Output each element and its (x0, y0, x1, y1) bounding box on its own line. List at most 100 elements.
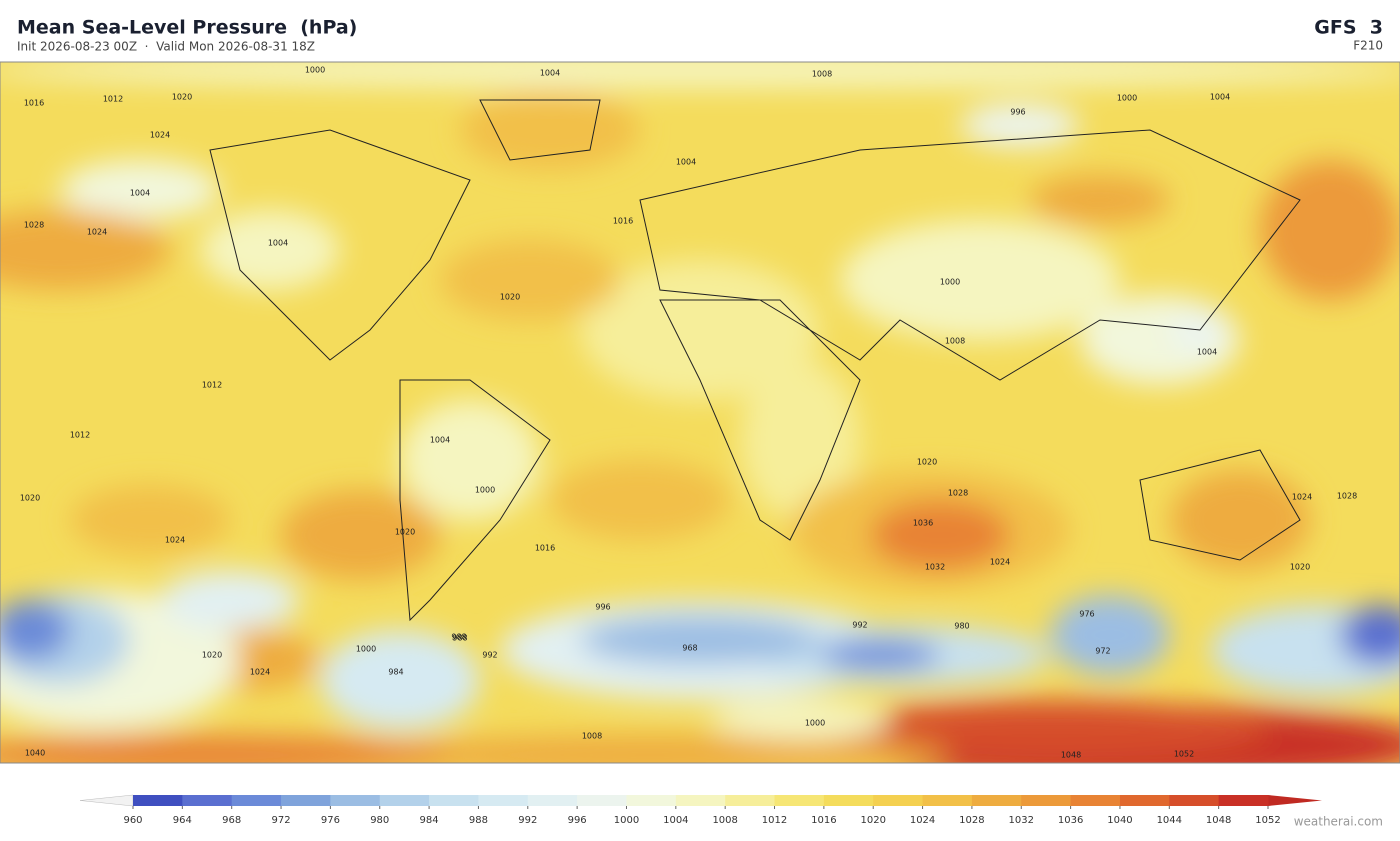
forecast-hour: F210 (1353, 39, 1383, 53)
pressure-region (320, 630, 480, 730)
colorbar-swatch (527, 795, 578, 806)
colorbar-swatch (971, 795, 1022, 806)
pressure-region (870, 500, 1010, 570)
colorbar-swatch (231, 795, 282, 806)
colorbar-tick-label: 980 (370, 815, 389, 826)
contour-label: 1000 (1117, 94, 1137, 103)
contour-label: 1020 (1290, 563, 1310, 572)
colorbar-tick-label: 1044 (1157, 815, 1182, 826)
coastline (209, 129, 471, 361)
contour-label: 1020 (917, 458, 937, 467)
contour-label: 1024 (150, 131, 170, 140)
colorbar-tick-label: 1024 (910, 815, 935, 826)
coastline (399, 379, 551, 622)
pressure-region (460, 90, 640, 170)
pressure-region (0, 210, 170, 290)
colorbar-tick-label: 1032 (1009, 815, 1034, 826)
pressure-region (1030, 175, 1170, 225)
colorbar-tick-label: 1020 (860, 815, 885, 826)
colorbar-swatch (330, 795, 381, 806)
colorbar-swatch (675, 795, 726, 806)
colorbar-swatch (577, 795, 627, 806)
colorbar-tick-label: 964 (173, 815, 192, 826)
map: 1000 1004 1008 1016 1012 1020 1024 1004 1004 996 1… (0, 62, 1400, 763)
contour-label: 1020 (202, 651, 222, 660)
pressure-region (160, 570, 300, 630)
coastline (659, 299, 861, 541)
pressure-region (0, 600, 70, 660)
colorbar-tick-label: 976 (321, 815, 340, 826)
pressure-region (580, 615, 820, 665)
title: Mean Sea-Level Pressure (hPa) (17, 17, 357, 39)
contour-label: 1000 (475, 486, 495, 495)
contour-label: 1004 (430, 436, 450, 445)
pressure-region (740, 360, 860, 520)
contour-label: 1016 (24, 99, 44, 108)
colorbar-swatch (1119, 795, 1170, 806)
colorbar-swatch (626, 795, 677, 806)
contour-label: 1048 (1061, 751, 1081, 760)
colorbar-swatch (823, 795, 874, 806)
pressure-region (820, 640, 940, 670)
contour-label: 992 (482, 651, 497, 660)
contour-label: 988 (452, 634, 467, 643)
contour-label: 1020 (500, 293, 520, 302)
contour-label: 1000 (305, 66, 325, 75)
colorbar-swatch (1070, 795, 1121, 806)
colorbar-tick-label: 1004 (663, 815, 688, 826)
contour-label: 1016 (613, 217, 633, 226)
colorbar-tick-label: 1048 (1206, 815, 1231, 826)
contour-label: 972 (1095, 647, 1110, 656)
contour-label: 1012 (70, 431, 90, 440)
colorbar-tick-label: 1012 (762, 815, 787, 826)
contour-label: 1004 (1197, 348, 1217, 357)
pressure-region (0, 735, 450, 763)
colorbar-swatch (1218, 795, 1269, 806)
contour-label: 1024 (1292, 493, 1312, 502)
colorbar-swatch (1169, 795, 1220, 806)
contour-label: 968 (682, 644, 697, 653)
colorbar-tick-label: 1008 (712, 815, 737, 826)
contour-label: 1024 (165, 536, 185, 545)
pressure-region (1340, 605, 1400, 665)
contour-label: 1012 (202, 381, 222, 390)
contour-label: 1040 (25, 749, 45, 758)
contour-label: 1008 (582, 732, 602, 741)
colorbar-swatch (182, 795, 233, 806)
contour-label: 1008 (945, 337, 965, 346)
colorbar-swatch (1021, 795, 1072, 806)
colorbar-swatch (774, 795, 825, 806)
pressure-region (1050, 595, 1170, 675)
colorbar-under (79, 794, 134, 807)
pressure-region (280, 490, 440, 580)
contour-label: 1024 (990, 558, 1010, 567)
map-frame (0, 61, 1400, 764)
contour-label: 1024 (87, 228, 107, 237)
contour-label: 1004 (268, 239, 288, 248)
colorbar-tick-label: 984 (420, 815, 439, 826)
contour-label: 1028 (1337, 492, 1357, 501)
contour-label: 1004 (130, 189, 150, 198)
contour-label: 984 (388, 668, 403, 677)
coastline (639, 129, 1301, 381)
contour-label: 996 (595, 603, 610, 612)
colorbar-swatch (725, 795, 776, 806)
contour-label: 1016 (535, 544, 555, 553)
colorbar-tick-label: 1000 (614, 815, 639, 826)
contour-label: 1004 (540, 69, 560, 78)
pressure-region (440, 240, 620, 320)
colorbar-tick-label: 1052 (1255, 815, 1280, 826)
contour-label: 1020 (20, 494, 40, 503)
contour-label: 1004 (676, 158, 696, 167)
contour-label: 1012 (103, 95, 123, 104)
contour-label: 1020 (172, 93, 192, 102)
pressure-region (580, 260, 820, 400)
pressure-region (830, 700, 1270, 760)
contour-label: 1036 (913, 519, 933, 528)
coastline (1139, 449, 1301, 561)
contour-label: 1000 (805, 719, 825, 728)
colorbar-tick-label: 1040 (1107, 815, 1132, 826)
colorbar-tick-label: 1028 (959, 815, 984, 826)
contour-label: 1000 (940, 278, 960, 287)
